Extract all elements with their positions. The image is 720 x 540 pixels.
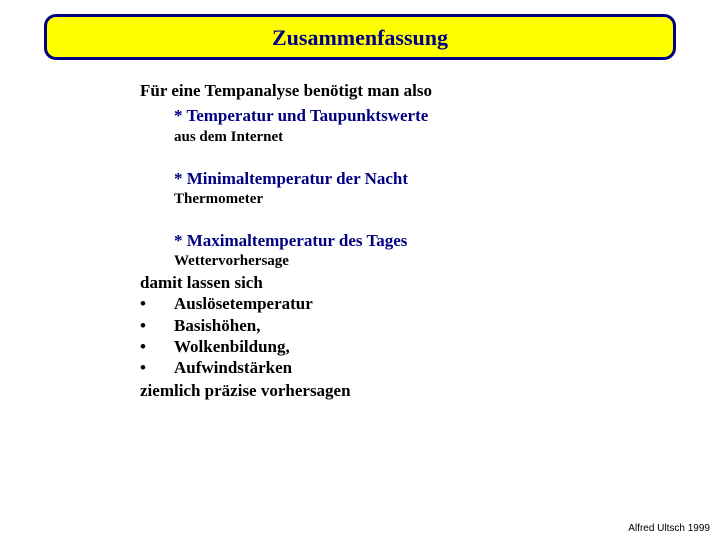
title-banner: Zusammenfassung	[44, 14, 676, 60]
bullet-item: •Basishöhen,	[140, 315, 620, 336]
bullet-mark: •	[140, 315, 174, 336]
section-sub: Wettervorhersage	[174, 253, 620, 270]
bullet-text: Basishöhen,	[174, 315, 260, 336]
bullet-text: Wolkenbildung,	[174, 336, 290, 357]
section-sub: Thermometer	[174, 191, 620, 208]
section-heading: * Maximaltemperatur des Tages	[174, 230, 620, 251]
section-heading: * Temperatur und Taupunktswerte	[174, 105, 620, 126]
bullet-mark: •	[140, 357, 174, 378]
bullet-mark: •	[140, 293, 174, 314]
bullet-item: •Aufwindstärken	[140, 357, 620, 378]
section-sub: aus dem Internet	[174, 129, 620, 146]
conclusion-outro: ziemlich präzise vorhersagen	[140, 380, 620, 401]
content-area: Für eine Tempanalyse benötigt man also *…	[140, 80, 620, 402]
bullet-item: •Auslösetemperatur	[140, 293, 620, 314]
bullet-mark: •	[140, 336, 174, 357]
bullet-text: Auslösetemperatur	[174, 293, 313, 314]
conclusion-intro: damit lassen sich	[140, 272, 620, 293]
bullet-item: •Wolkenbildung,	[140, 336, 620, 357]
bullet-text: Aufwindstärken	[174, 357, 292, 378]
footer-credit: Alfred Ultsch 1999	[628, 523, 710, 534]
section-heading: * Minimaltemperatur der Nacht	[174, 168, 620, 189]
title-text: Zusammenfassung	[272, 25, 448, 51]
intro-line: Für eine Tempanalyse benötigt man also	[140, 80, 620, 101]
